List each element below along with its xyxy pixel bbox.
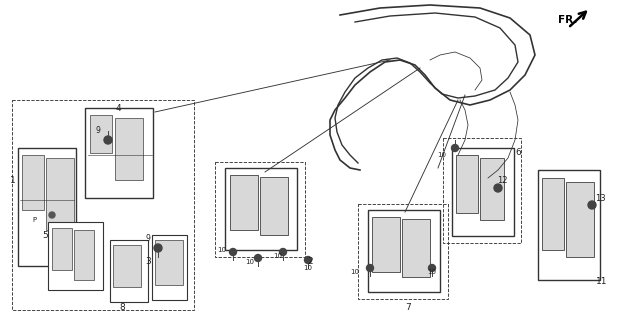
Text: 1: 1 (10, 175, 16, 185)
Circle shape (452, 145, 459, 151)
Text: 10: 10 (303, 265, 313, 271)
Bar (12, 100, 194, 310)
Bar (18, 148, 76, 266)
Bar (155, 240, 183, 285)
Text: 6: 6 (515, 148, 521, 156)
Text: FR.: FR. (558, 15, 577, 25)
Circle shape (588, 201, 596, 209)
Text: 10: 10 (350, 269, 359, 275)
Bar (260, 177, 288, 235)
Circle shape (494, 184, 502, 192)
Bar (110, 240, 148, 302)
Text: 10: 10 (427, 269, 436, 275)
Bar (52, 228, 72, 270)
Bar (230, 175, 258, 230)
Bar (372, 217, 400, 272)
Bar (480, 158, 504, 220)
Bar (368, 210, 440, 292)
Circle shape (366, 265, 373, 271)
Bar (225, 168, 297, 250)
Bar (456, 155, 478, 213)
Bar (48, 222, 103, 290)
Bar (113, 245, 141, 287)
Bar (443, 138, 521, 243)
Circle shape (429, 265, 436, 271)
Text: 4: 4 (115, 103, 121, 113)
Circle shape (49, 212, 55, 218)
Circle shape (104, 136, 112, 144)
Text: 10: 10 (217, 247, 227, 253)
Text: 5: 5 (42, 230, 48, 239)
Bar (152, 235, 187, 300)
Text: 7: 7 (405, 303, 411, 313)
Text: 9: 9 (146, 234, 150, 243)
Circle shape (304, 257, 311, 263)
Bar (85, 108, 153, 198)
Bar (74, 230, 94, 280)
Text: 9: 9 (96, 125, 101, 134)
Circle shape (154, 244, 162, 252)
Bar (452, 148, 514, 236)
Text: 2: 2 (307, 258, 313, 267)
Circle shape (280, 249, 287, 255)
Text: 11: 11 (596, 277, 608, 286)
Bar (115, 118, 143, 180)
Bar (358, 204, 448, 299)
Circle shape (255, 254, 262, 261)
Bar (90, 115, 112, 153)
Text: 13: 13 (595, 194, 605, 203)
Bar (538, 170, 600, 280)
Bar (402, 219, 430, 277)
Text: P: P (32, 217, 36, 223)
Bar (542, 178, 564, 250)
Text: 8: 8 (119, 303, 125, 313)
Circle shape (229, 249, 236, 255)
Text: 3: 3 (145, 258, 151, 267)
Text: 12: 12 (497, 175, 507, 185)
Bar (566, 182, 594, 257)
Text: 10: 10 (438, 152, 447, 158)
Bar (215, 162, 305, 257)
Bar (22, 155, 44, 210)
Text: 10: 10 (273, 253, 282, 259)
Bar (46, 158, 74, 230)
Text: 10: 10 (245, 259, 255, 265)
